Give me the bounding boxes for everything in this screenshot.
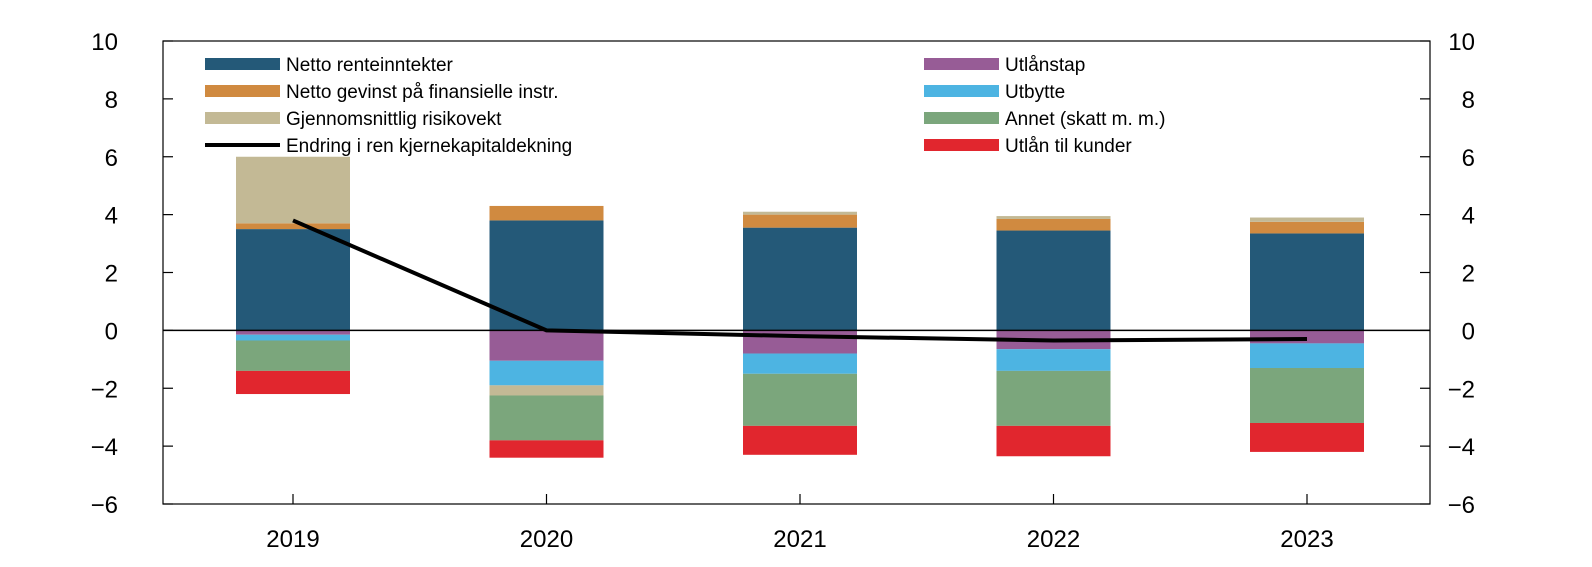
y-tick-label-left: 6 — [105, 145, 118, 172]
y-axis-right: −6 −4 −2 0 2 4 6 8 10 — [1420, 29, 1475, 519]
legend-label: Netto renteinntekter — [286, 55, 454, 76]
legend-swatch — [205, 58, 280, 70]
bar-segment-2020-3 — [489, 330, 604, 361]
legend-label: Utlånstap — [1005, 55, 1085, 76]
bar-segment-2019-3 — [236, 330, 350, 335]
bar-segment-2023-1 — [1250, 221, 1364, 234]
bar-segment-2022-6 — [996, 370, 1111, 426]
legend-label: Annet (skatt m. m.) — [1005, 109, 1165, 130]
bar-segment-2021-6 — [743, 373, 857, 426]
y-tick-label-right: 4 — [1462, 203, 1475, 230]
legend-label: Utbytte — [1005, 82, 1065, 103]
bar-segment-2019-1 — [236, 223, 350, 230]
line-kjernekapitaldekning — [292, 218, 1308, 343]
bar-segment-2020-4 — [489, 360, 604, 386]
bar-segment-2020-1 — [489, 205, 604, 221]
y-tick-label-left: 4 — [105, 203, 118, 230]
bar-segment-2022-4 — [996, 349, 1111, 371]
legend-label: Endring i ren kjernekapitaldekning — [286, 136, 572, 157]
bar-segment-2020-6 — [489, 395, 604, 441]
y-tick-label-right: 6 — [1462, 145, 1475, 172]
legend-label: Gjennomsnittlig risikovekt — [286, 109, 502, 130]
legend-label: Utlån til kunder — [1005, 136, 1132, 157]
bar-segment-2021-2 — [743, 211, 857, 215]
bar-segment-2021-4 — [743, 353, 857, 374]
legend: Netto renteinntekter Netto gevinst på fin… — [205, 55, 1165, 157]
legend-swatch — [205, 112, 280, 124]
x-tick-label-2022: 2022 — [1027, 526, 1080, 553]
x-tick-label-2021: 2021 — [773, 526, 826, 553]
bar-segment-2020-5 — [489, 385, 604, 396]
y-tick-label-left: 2 — [105, 261, 118, 288]
y-tick-label-left: 8 — [105, 87, 118, 114]
y-tick-label-right: 2 — [1462, 261, 1475, 288]
bar-segment-2023-7 — [1250, 422, 1364, 452]
bar-segment-2022-1 — [996, 218, 1111, 231]
bar-segment-2019-0 — [236, 229, 350, 331]
bar-segment-2020-7 — [489, 440, 604, 458]
bar-segment-2023-6 — [1250, 367, 1364, 423]
bar-segment-2021-0 — [743, 227, 857, 331]
bar-segment-2023-3 — [1250, 330, 1364, 344]
bar-segment-2022-2 — [996, 216, 1111, 219]
bar-segment-2019-6 — [236, 340, 350, 371]
x-tick-label-2020: 2020 — [520, 526, 573, 553]
y-tick-label-right: 8 — [1462, 87, 1475, 114]
bar-segment-2023-0 — [1250, 233, 1364, 331]
bar-segment-2019-4 — [236, 334, 350, 341]
legend-swatch — [924, 85, 999, 97]
bar-segment-2023-4 — [1250, 343, 1364, 368]
bars-layer — [236, 156, 1364, 458]
legend-swatch — [924, 58, 999, 70]
y-tick-label-left: −2 — [91, 376, 118, 403]
x-axis: 2019 2020 2021 2022 2023 — [266, 494, 1334, 553]
bar-segment-2019-7 — [236, 370, 350, 395]
y-tick-label-right: −4 — [1448, 434, 1475, 461]
legend-swatch — [924, 139, 999, 151]
y-tick-label-left: 0 — [105, 318, 118, 345]
legend-swatch — [924, 112, 999, 124]
y-tick-label-right: −6 — [1448, 492, 1475, 519]
y-tick-label-left: 10 — [91, 29, 118, 56]
bar-segment-2021-1 — [743, 214, 857, 228]
y-tick-label-left: −6 — [91, 492, 118, 519]
bar-segment-2022-0 — [996, 230, 1111, 331]
x-tick-label-2023: 2023 — [1280, 526, 1333, 553]
x-tick-label-2019: 2019 — [266, 526, 319, 553]
bar-segment-2021-7 — [743, 425, 857, 455]
y-tick-label-right: 10 — [1448, 29, 1475, 56]
y-tick-label-right: 0 — [1462, 318, 1475, 345]
y-axis-left: −6 −4 −2 0 2 4 6 8 10 — [91, 29, 173, 519]
bar-segment-2019-2 — [236, 156, 350, 224]
legend-label: Netto gevinst på finansielle instr. — [286, 82, 559, 103]
bar-segment-2022-7 — [996, 425, 1111, 457]
y-tick-label-left: −4 — [91, 434, 118, 461]
bar-segment-2023-2 — [1250, 217, 1364, 222]
y-tick-label-right: −2 — [1448, 376, 1475, 403]
line-series-layer — [292, 218, 1308, 343]
legend-swatch — [205, 85, 280, 97]
